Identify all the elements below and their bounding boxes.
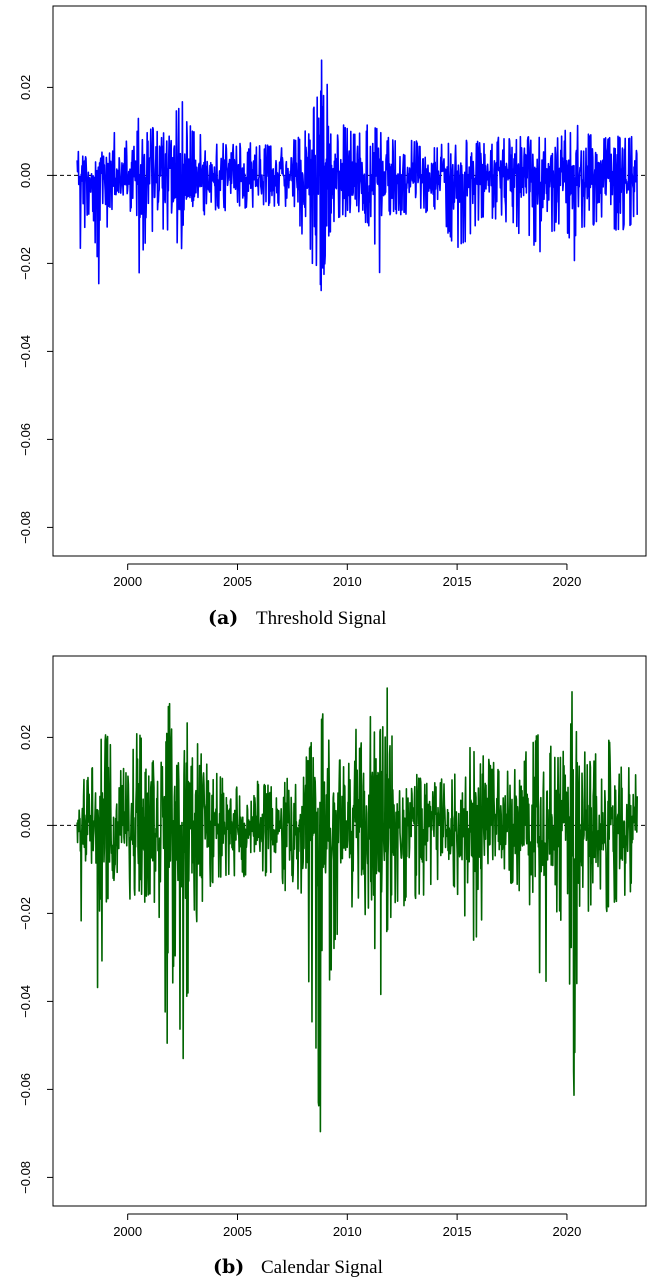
x-axis: 2000 2005 2010 2015 2020 [113,1213,581,1239]
series-line [76,687,639,1133]
x-tick-label: 2015 [443,1224,472,1239]
caption-text: Calendar Signal [261,1257,383,1278]
x-tick-label: 2005 [223,1224,252,1239]
panel-b-calendar-signal: 0.02 0.00 −0.02 −0.04 −0.06 −0.08 2000 2005 201… [18,655,647,1278]
y-tick-label: 0.00 [18,163,33,188]
y-tick-label: −0.08 [18,511,33,544]
y-tick-label: −0.04 [18,985,33,1018]
y-tick-label: −0.08 [18,1161,33,1194]
y-tick-label: 0.02 [18,725,33,750]
x-tick-label: 2010 [333,574,362,589]
y-axis: 0.02 0.00 −0.02 −0.04 −0.06 −0.08 [18,725,53,1194]
x-tick-label: 2020 [552,1224,581,1239]
caption-tag: (a) [208,607,238,629]
caption-tag: (b) [213,1256,244,1278]
y-tick-label: −0.02 [18,897,33,930]
panel-a-threshold-signal: 0.02 0.00 −0.02 −0.04 −0.06 −0.08 2000 2005 201… [18,5,647,629]
caption-text: Threshold Signal [256,608,386,629]
y-tick-label: −0.04 [18,335,33,368]
y-tick-label: −0.02 [18,247,33,280]
x-tick-label: 2000 [113,1224,142,1239]
y-axis: 0.02 0.00 −0.02 −0.04 −0.06 −0.08 [18,75,53,544]
x-tick-label: 2005 [223,574,252,589]
x-tick-label: 2000 [113,574,142,589]
plot-frame [52,655,647,1207]
signal-series [76,687,639,1133]
y-tick-label: −0.06 [18,423,33,456]
plot-frame [52,5,647,557]
y-tick-label: 0.02 [18,75,33,100]
y-tick-label: 0.00 [18,813,33,838]
x-tick-label: 2015 [443,574,472,589]
y-tick-label: −0.06 [18,1073,33,1106]
x-tick-label: 2010 [333,1224,362,1239]
x-tick-label: 2020 [552,574,581,589]
x-axis: 2000 2005 2010 2015 2020 [113,563,581,589]
signal-series [76,59,639,292]
series-line [76,59,639,292]
